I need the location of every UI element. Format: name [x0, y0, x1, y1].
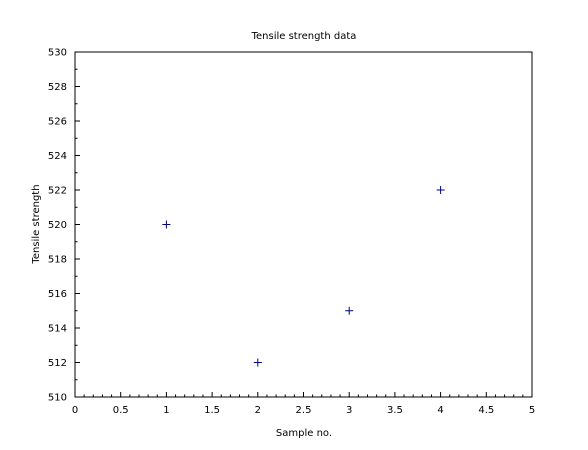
y-tick-label: 512 [48, 358, 67, 369]
x-tick-label: 0.5 [113, 405, 129, 416]
x-tick-label: 3.5 [387, 405, 403, 416]
x-tick-label: 1.5 [204, 405, 220, 416]
data-point [162, 220, 171, 229]
x-axis: 0 0.5 1 1.5 2 2.5 3 3.5 4 4.5 5 [72, 392, 535, 416]
y-tick-label: 516 [48, 289, 67, 300]
data-point [253, 358, 262, 367]
data-point [436, 186, 445, 194]
y-tick-label: 518 [48, 255, 67, 266]
y-tick-label: 524 [48, 151, 67, 162]
y-axis-label: Tensile strength [31, 184, 42, 264]
y-tick-label: 520 [48, 220, 67, 231]
y-tick-label: 528 [48, 82, 67, 93]
x-tick-label: 4 [437, 405, 443, 416]
x-tick-label: 1 [163, 405, 169, 416]
x-tick-label: 2.5 [296, 405, 312, 416]
x-axis-label: Sample no. [276, 428, 332, 439]
y-tick-label: 522 [48, 186, 67, 197]
data-points [162, 186, 445, 367]
x-tick-label: 3 [346, 405, 352, 416]
data-point [345, 306, 354, 315]
chart-title: Tensile strength data [251, 31, 357, 42]
y-tick-label: 526 [48, 117, 67, 128]
y-tick-label: 514 [48, 324, 67, 335]
y-axis: 510 512 514 516 518 520 522 524 526 528 530 [48, 48, 80, 404]
x-tick-label: 5 [529, 405, 535, 416]
y-tick-label: 530 [48, 48, 67, 59]
y-tick-label: 510 [48, 393, 67, 404]
x-tick-label: 0 [72, 405, 78, 416]
x-tick-label: 2 [255, 405, 261, 416]
x-tick-label: 4.5 [478, 405, 494, 416]
